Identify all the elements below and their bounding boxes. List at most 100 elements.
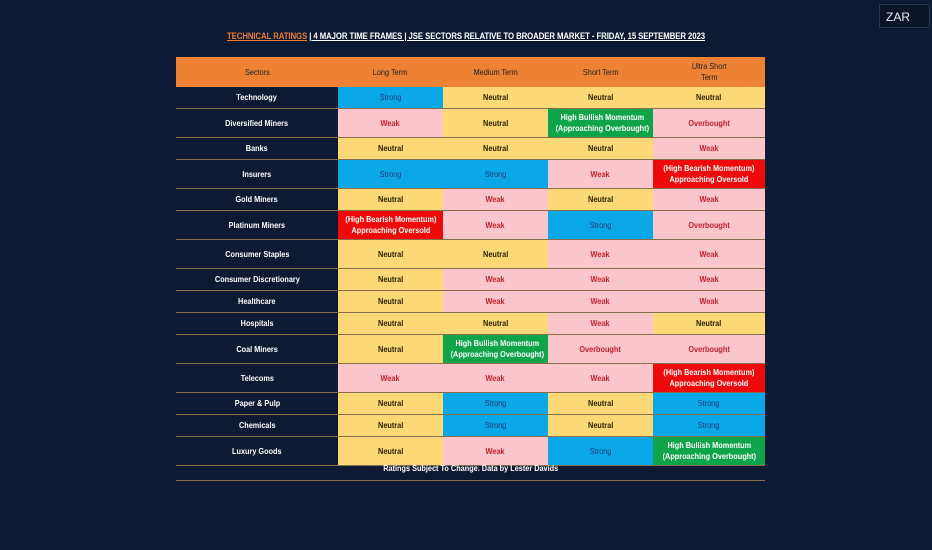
sector-name: Healthcare <box>176 290 338 313</box>
rating-cell: Weak <box>653 137 765 160</box>
rating-cell: Weak <box>653 290 765 313</box>
sector-name: Consumer Discretionary <box>176 268 338 291</box>
rating-cell: Overbought <box>653 210 765 240</box>
rating-cell: Neutral <box>338 312 443 335</box>
rating-cell: Neutral <box>338 239 443 269</box>
sector-name: Telecoms <box>176 363 338 393</box>
table-row: Platinum Miners (High Bearish Momentum) Ap… <box>176 210 765 240</box>
rating-cell: Neutral <box>443 312 548 335</box>
rating-cell: Overbought <box>653 108 765 138</box>
rating-cell: Strong <box>338 87 443 109</box>
rating-cell: Neutral <box>548 188 653 211</box>
header-row: Sectors Long Term Medium Term Short Term Ult… <box>176 57 765 87</box>
rating-cell: High Bullish Momentum (Approaching Overbo… <box>653 436 765 466</box>
rating-cell: Neutral <box>653 312 765 335</box>
table-row: Banks Neutral Neutral Neutral Weak <box>176 137 765 160</box>
sector-name: Coal Miners <box>176 334 338 364</box>
table-row: Gold Miners Neutral Weak Neutral Weak <box>176 188 765 211</box>
rating-cell: Neutral <box>548 87 653 109</box>
table-row: Diversified Miners Weak Neutral High Bullis… <box>176 108 765 138</box>
rating-cell: Strong <box>548 436 653 466</box>
rating-cell: Neutral <box>548 137 653 160</box>
table-row: Telecoms Weak Weak Weak (High Bearish Moment… <box>176 363 765 393</box>
rating-cell: Weak <box>443 268 548 291</box>
sector-name: Paper & Pulp <box>176 392 338 415</box>
rating-cell: Weak <box>653 188 765 211</box>
sector-name: Hospitals <box>176 312 338 335</box>
rating-cell: Strong <box>653 414 765 437</box>
title-rest: | 4 MAJOR TIME FRAMES | JSE SECTORS RELA… <box>309 31 705 42</box>
column-header-0: Sectors <box>176 57 338 87</box>
column-header-1: Long Term <box>338 57 443 87</box>
rating-cell: Neutral <box>548 392 653 415</box>
sector-name: Consumer Staples <box>176 239 338 269</box>
rating-cell: (High Bearish Momentum) Approaching Overs… <box>653 363 765 393</box>
rating-cell: Weak <box>548 268 653 291</box>
rating-cell: Neutral <box>338 268 443 291</box>
symbol-field[interactable]: ZAR <box>879 4 930 28</box>
table-row: Hospitals Neutral Neutral Weak Neutral <box>176 312 765 335</box>
table-row: Chemicals Neutral Strong Neutral Strong <box>176 414 765 437</box>
footer-text: Ratings Subject To Change. Data by Leste… <box>383 463 558 473</box>
sector-name: Luxury Goods <box>176 436 338 466</box>
rating-cell: Neutral <box>653 87 765 109</box>
rating-cell: Overbought <box>548 334 653 364</box>
table-row: Consumer Staples Neutral Neutral Weak Weak <box>176 239 765 269</box>
rating-cell: Overbought <box>653 334 765 364</box>
rating-cell: Weak <box>443 290 548 313</box>
rating-cell: (High Bearish Momentum) Approaching Overs… <box>653 159 765 189</box>
rating-cell: Weak <box>653 268 765 291</box>
table-body: Technology Strong Neutral Neutral Neutral Div… <box>176 87 765 466</box>
rating-cell: Weak <box>338 108 443 138</box>
rating-cell: Neutral <box>338 414 443 437</box>
rating-cell: Neutral <box>548 414 653 437</box>
column-header-2: Medium Term <box>443 57 548 87</box>
sector-name: Platinum Miners <box>176 210 338 240</box>
rating-cell: (High Bearish Momentum) Approaching Overs… <box>338 210 443 240</box>
rating-cell: Weak <box>443 363 548 393</box>
rating-cell: Strong <box>653 392 765 415</box>
rating-cell: Neutral <box>338 392 443 415</box>
rating-cell: Weak <box>338 363 443 393</box>
rating-cell: Weak <box>653 239 765 269</box>
footer-note: Ratings Subject To Change. Data by Leste… <box>176 458 765 481</box>
rating-cell: Weak <box>443 210 548 240</box>
rating-cell: Strong <box>443 159 548 189</box>
rating-cell: Weak <box>548 239 653 269</box>
table-row: Technology Strong Neutral Neutral Neutral <box>176 87 765 109</box>
table-row: Paper & Pulp Neutral Strong Neutral Strong <box>176 392 765 415</box>
rating-cell: Weak <box>548 159 653 189</box>
rating-cell: Strong <box>443 392 548 415</box>
rating-cell: Neutral <box>338 334 443 364</box>
table-row: Insurers Strong Strong Weak (High Bearish Mo… <box>176 159 765 189</box>
title-prefix: TECHNICAL RATINGS <box>226 31 308 42</box>
column-header-3: Short Term <box>548 57 653 87</box>
sector-name: Chemicals <box>176 414 338 437</box>
rating-cell: Neutral <box>443 239 548 269</box>
sector-name: Diversified Miners <box>176 108 338 138</box>
rating-cell: Strong <box>443 414 548 437</box>
table-row: Luxury Goods Neutral Weak Strong High Bullis… <box>176 436 765 466</box>
page-title: TECHNICAL RATINGS | 4 MAJOR TIME FRAMES … <box>84 31 848 42</box>
rating-cell: Neutral <box>443 87 548 109</box>
sector-name: Banks <box>176 137 338 160</box>
table-row: Healthcare Neutral Weak Weak Weak <box>176 290 765 313</box>
rating-cell: High Bullish Momentum (Approaching Overbo… <box>548 108 653 138</box>
sector-name: Technology <box>176 87 338 109</box>
rating-cell: Strong <box>548 210 653 240</box>
rating-cell: Weak <box>548 290 653 313</box>
rating-cell: High Bullish Momentum (Approaching Overbo… <box>443 334 548 364</box>
rating-cell: Weak <box>443 436 548 466</box>
rating-cell: Neutral <box>443 108 548 138</box>
rating-cell: Neutral <box>338 436 443 466</box>
rating-cell: Strong <box>338 159 443 189</box>
table-row: Coal Miners Neutral High Bullish Momentum(… <box>176 334 765 364</box>
sector-name: Gold Miners <box>176 188 338 211</box>
rating-cell: Weak <box>548 363 653 393</box>
rating-cell: Neutral <box>338 137 443 160</box>
sector-name: Insurers <box>176 159 338 189</box>
rating-cell: Neutral <box>338 188 443 211</box>
table-row: Consumer Discretionary Neutral Weak Weak Wea… <box>176 268 765 291</box>
rating-cell: Weak <box>548 312 653 335</box>
ratings-table: Sectors Long Term Medium Term Short Term Ult… <box>176 57 765 466</box>
